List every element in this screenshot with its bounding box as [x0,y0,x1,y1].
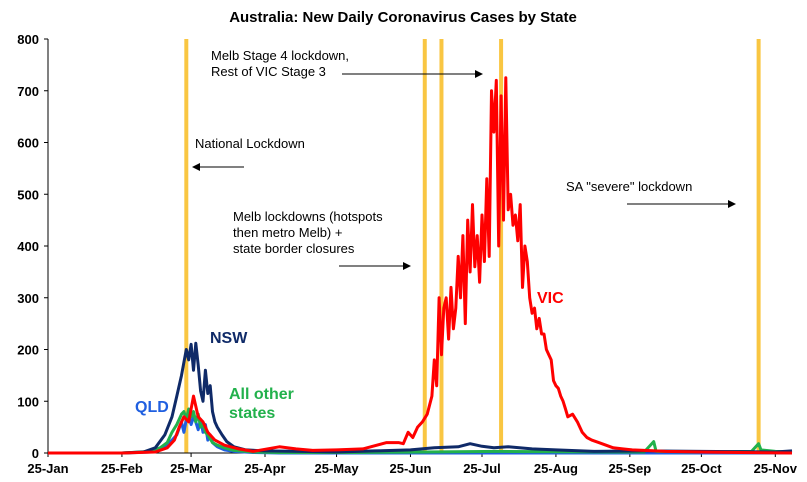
x-tick-label-25-Jan: 25-Jan [27,461,68,476]
x-tick-label-25-Aug: 25-Aug [534,461,578,476]
y-tick-label-0: 0 [32,446,39,461]
x-tick-label-25-Oct: 25-Oct [681,461,722,476]
series-line-vic [48,76,793,455]
series-label-all-other-states: All other states [229,386,294,422]
y-tick-label-600: 600 [17,136,39,151]
series-label-nsw: NSW [210,330,248,347]
series-lines [48,76,793,455]
annotation-text-3: SA "severe" lockdown [566,179,692,194]
x-tick-label-25-Sep: 25-Sep [609,461,652,476]
axes: 0 100 200 300 400 500 600 700 800 25-Jan 25-Feb 25-… [17,32,797,476]
x-tick-label-25-Apr: 25-Apr [244,461,285,476]
y-tick-label-700: 700 [17,84,39,99]
series-label-qld: QLD [135,399,169,416]
annotation-text-0: Melb Stage 4 lockdown, Rest of VIC Stage … [211,48,349,79]
x-tick-label-25-Nov: 25-Nov [754,461,798,476]
chart-title: Australia: New Daily Coronavirus Cases b… [229,9,577,26]
y-tick-label-200: 200 [17,343,39,358]
x-tick-label-25-May: 25-May [314,461,359,476]
annotation-text-1: National Lockdown [195,136,305,151]
x-tick-label-25-Jun: 25-Jun [390,461,432,476]
series-label-vic: VIC [537,290,564,307]
y-tick-label-500: 500 [17,187,39,202]
y-tick-label-100: 100 [17,394,39,409]
annotations: Melb Stage 4 lockdown, Rest of VIC Stage … [192,48,736,270]
x-tick-label-25-Jul: 25-Jul [463,461,501,476]
annotation-text-2: Melb lockdowns (hotspots then metro Melb)… [233,209,383,256]
series-line-nsw [48,341,793,455]
y-tick-label-400: 400 [17,239,39,254]
x-tick-label-25-Mar: 25-Mar [170,461,212,476]
series-labels: NSW VIC QLD All other states [135,290,564,422]
x-tick-label-25-Feb: 25-Feb [101,461,143,476]
y-tick-label-800: 800 [17,32,39,47]
y-tick-label-300: 300 [17,291,39,306]
